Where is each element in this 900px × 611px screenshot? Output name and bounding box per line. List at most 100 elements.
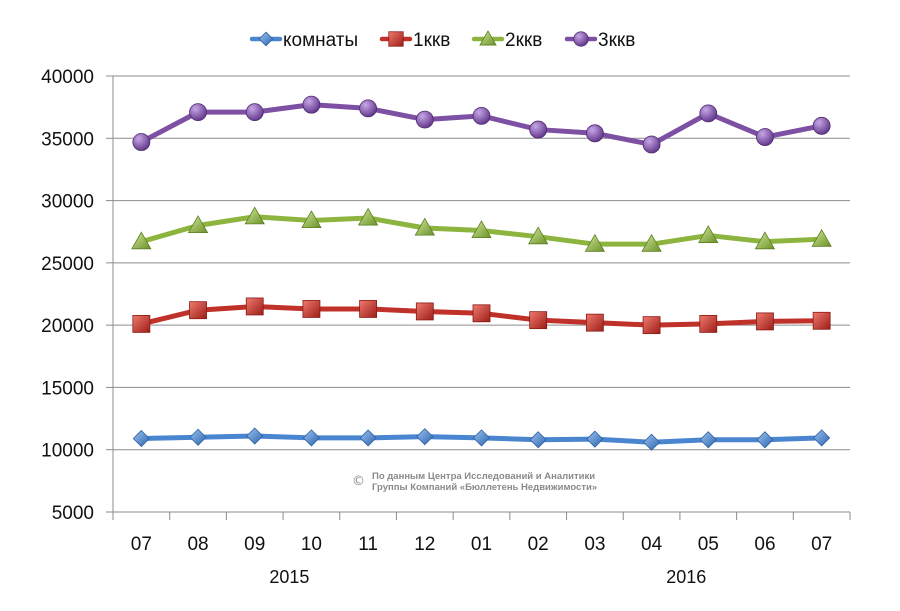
data-point-1ккв [585,313,604,332]
plot-area [131,95,832,451]
data-point-комнаты [416,428,434,446]
data-point-1ккв [245,297,264,316]
data-point-1ккв [302,300,321,318]
data-point-2ккв [357,207,379,226]
series-3ккв [132,95,831,154]
legend: комнаты 1ккв 2ккв 3ккв [249,30,635,51]
data-point-3ккв [132,133,151,151]
data-point-1ккв [359,300,378,318]
x-tick-label: 07 [811,534,832,555]
data-point-комнаты [699,431,717,449]
year-label: 2016 [666,567,706,587]
legend-item-3ккв: 3ккв [564,30,635,51]
source-credit: © По данным Центра Исследований и Аналит… [352,471,597,493]
legend-item-1ккв: 1ккв [379,30,450,51]
data-point-комнаты [359,429,377,447]
legend-marker [573,31,589,47]
x-tick-label: 08 [187,534,208,555]
data-point-2ккв [754,231,776,250]
x-tick-label: 09 [244,534,265,555]
x-tick-label: 07 [131,534,152,555]
data-point-комнаты [302,429,320,447]
data-point-1ккв [699,314,718,333]
legend-marker [258,31,274,47]
gridlines [113,75,850,451]
data-point-3ккв [699,104,718,123]
data-point-комнаты [529,431,547,449]
data-point-1ккв [415,302,434,321]
x-tick-label: 11 [358,534,378,555]
data-point-3ккв [642,135,661,154]
data-point-2ккв [301,210,322,229]
data-point-комнаты [246,427,264,445]
copyright-symbol: © [352,474,365,489]
x-tick-label: 03 [584,534,605,555]
data-point-2ккв [471,220,492,238]
year-label: 2015 [269,567,309,587]
legend-marker [388,31,404,47]
data-point-3ккв [359,99,378,118]
data-point-2ккв [187,215,209,234]
series-комнаты [132,427,831,451]
data-point-1ккв [756,312,774,331]
legend-item-комнаты: комнаты [249,30,358,51]
y-tick-label: 10000 [41,441,94,462]
data-point-2ккв [584,233,606,252]
x-tick-label: 01 [471,534,492,555]
data-point-2ккв [528,226,549,245]
data-point-комнаты [189,428,207,446]
data-point-3ккв [812,116,831,135]
data-point-комнаты [643,433,661,451]
data-point-2ккв [811,228,832,247]
data-point-1ккв [642,316,661,335]
y-tick-label: 5000 [52,503,94,524]
x-tick-label: 05 [698,534,719,555]
data-point-1ккв [812,311,831,330]
data-point-2ккв [698,225,719,243]
data-point-2ккв [131,231,152,250]
series-2ккв [131,206,832,252]
y-tick-label: 40000 [41,67,94,88]
data-point-комнаты [756,431,774,449]
x-tick-label: 06 [754,534,775,555]
data-point-3ккв [529,120,548,139]
data-point-комнаты [813,429,831,447]
credit-line-2: Группы Компаний «Бюллетень Недвижимости» [372,482,597,493]
x-tick-label: 04 [641,534,663,555]
data-point-1ккв [529,311,548,330]
y-tick-label: 30000 [41,192,94,213]
data-point-3ккв [189,103,207,122]
year-labels: 2015 2016 [269,567,706,587]
data-point-3ккв [245,103,264,122]
x-tick-label: 10 [301,534,322,555]
legend-label: 1ккв [413,30,450,51]
credit-line-1: По данным Центра Исследований и Аналитик… [372,471,595,482]
y-axis-tick-labels: 5000 10000 15000 20000 25000 30000 35000 40000 [41,67,94,524]
x-tick-label: 02 [528,534,549,555]
legend-label: комнаты [283,30,358,51]
data-point-комнаты [472,429,491,447]
legend-label: 2ккв [505,30,542,51]
axes [106,75,851,520]
data-point-1ккв [189,301,207,320]
data-point-1ккв [472,304,491,323]
y-tick-label: 35000 [41,129,94,150]
data-point-комнаты [132,429,150,448]
data-point-комнаты [586,430,604,448]
y-tick-label: 25000 [41,254,94,275]
data-point-3ккв [415,110,434,129]
y-tick-label: 15000 [41,378,94,399]
data-point-2ккв [414,217,435,236]
legend-marker [479,30,497,46]
legend-label: 3ккв [598,30,635,51]
legend-item-2ккв: 2ккв [471,30,542,51]
data-point-2ккв [244,206,265,225]
x-axis-tick-labels: 07 08 09 10 11 12 01 02 03 04 05 06 07 [131,534,832,555]
data-point-3ккв [585,124,604,143]
data-point-1ккв [132,314,151,333]
series-1ккв [132,297,831,335]
x-tick-label: 12 [414,534,435,555]
y-tick-label: 20000 [41,316,94,337]
data-point-3ккв [302,95,321,114]
